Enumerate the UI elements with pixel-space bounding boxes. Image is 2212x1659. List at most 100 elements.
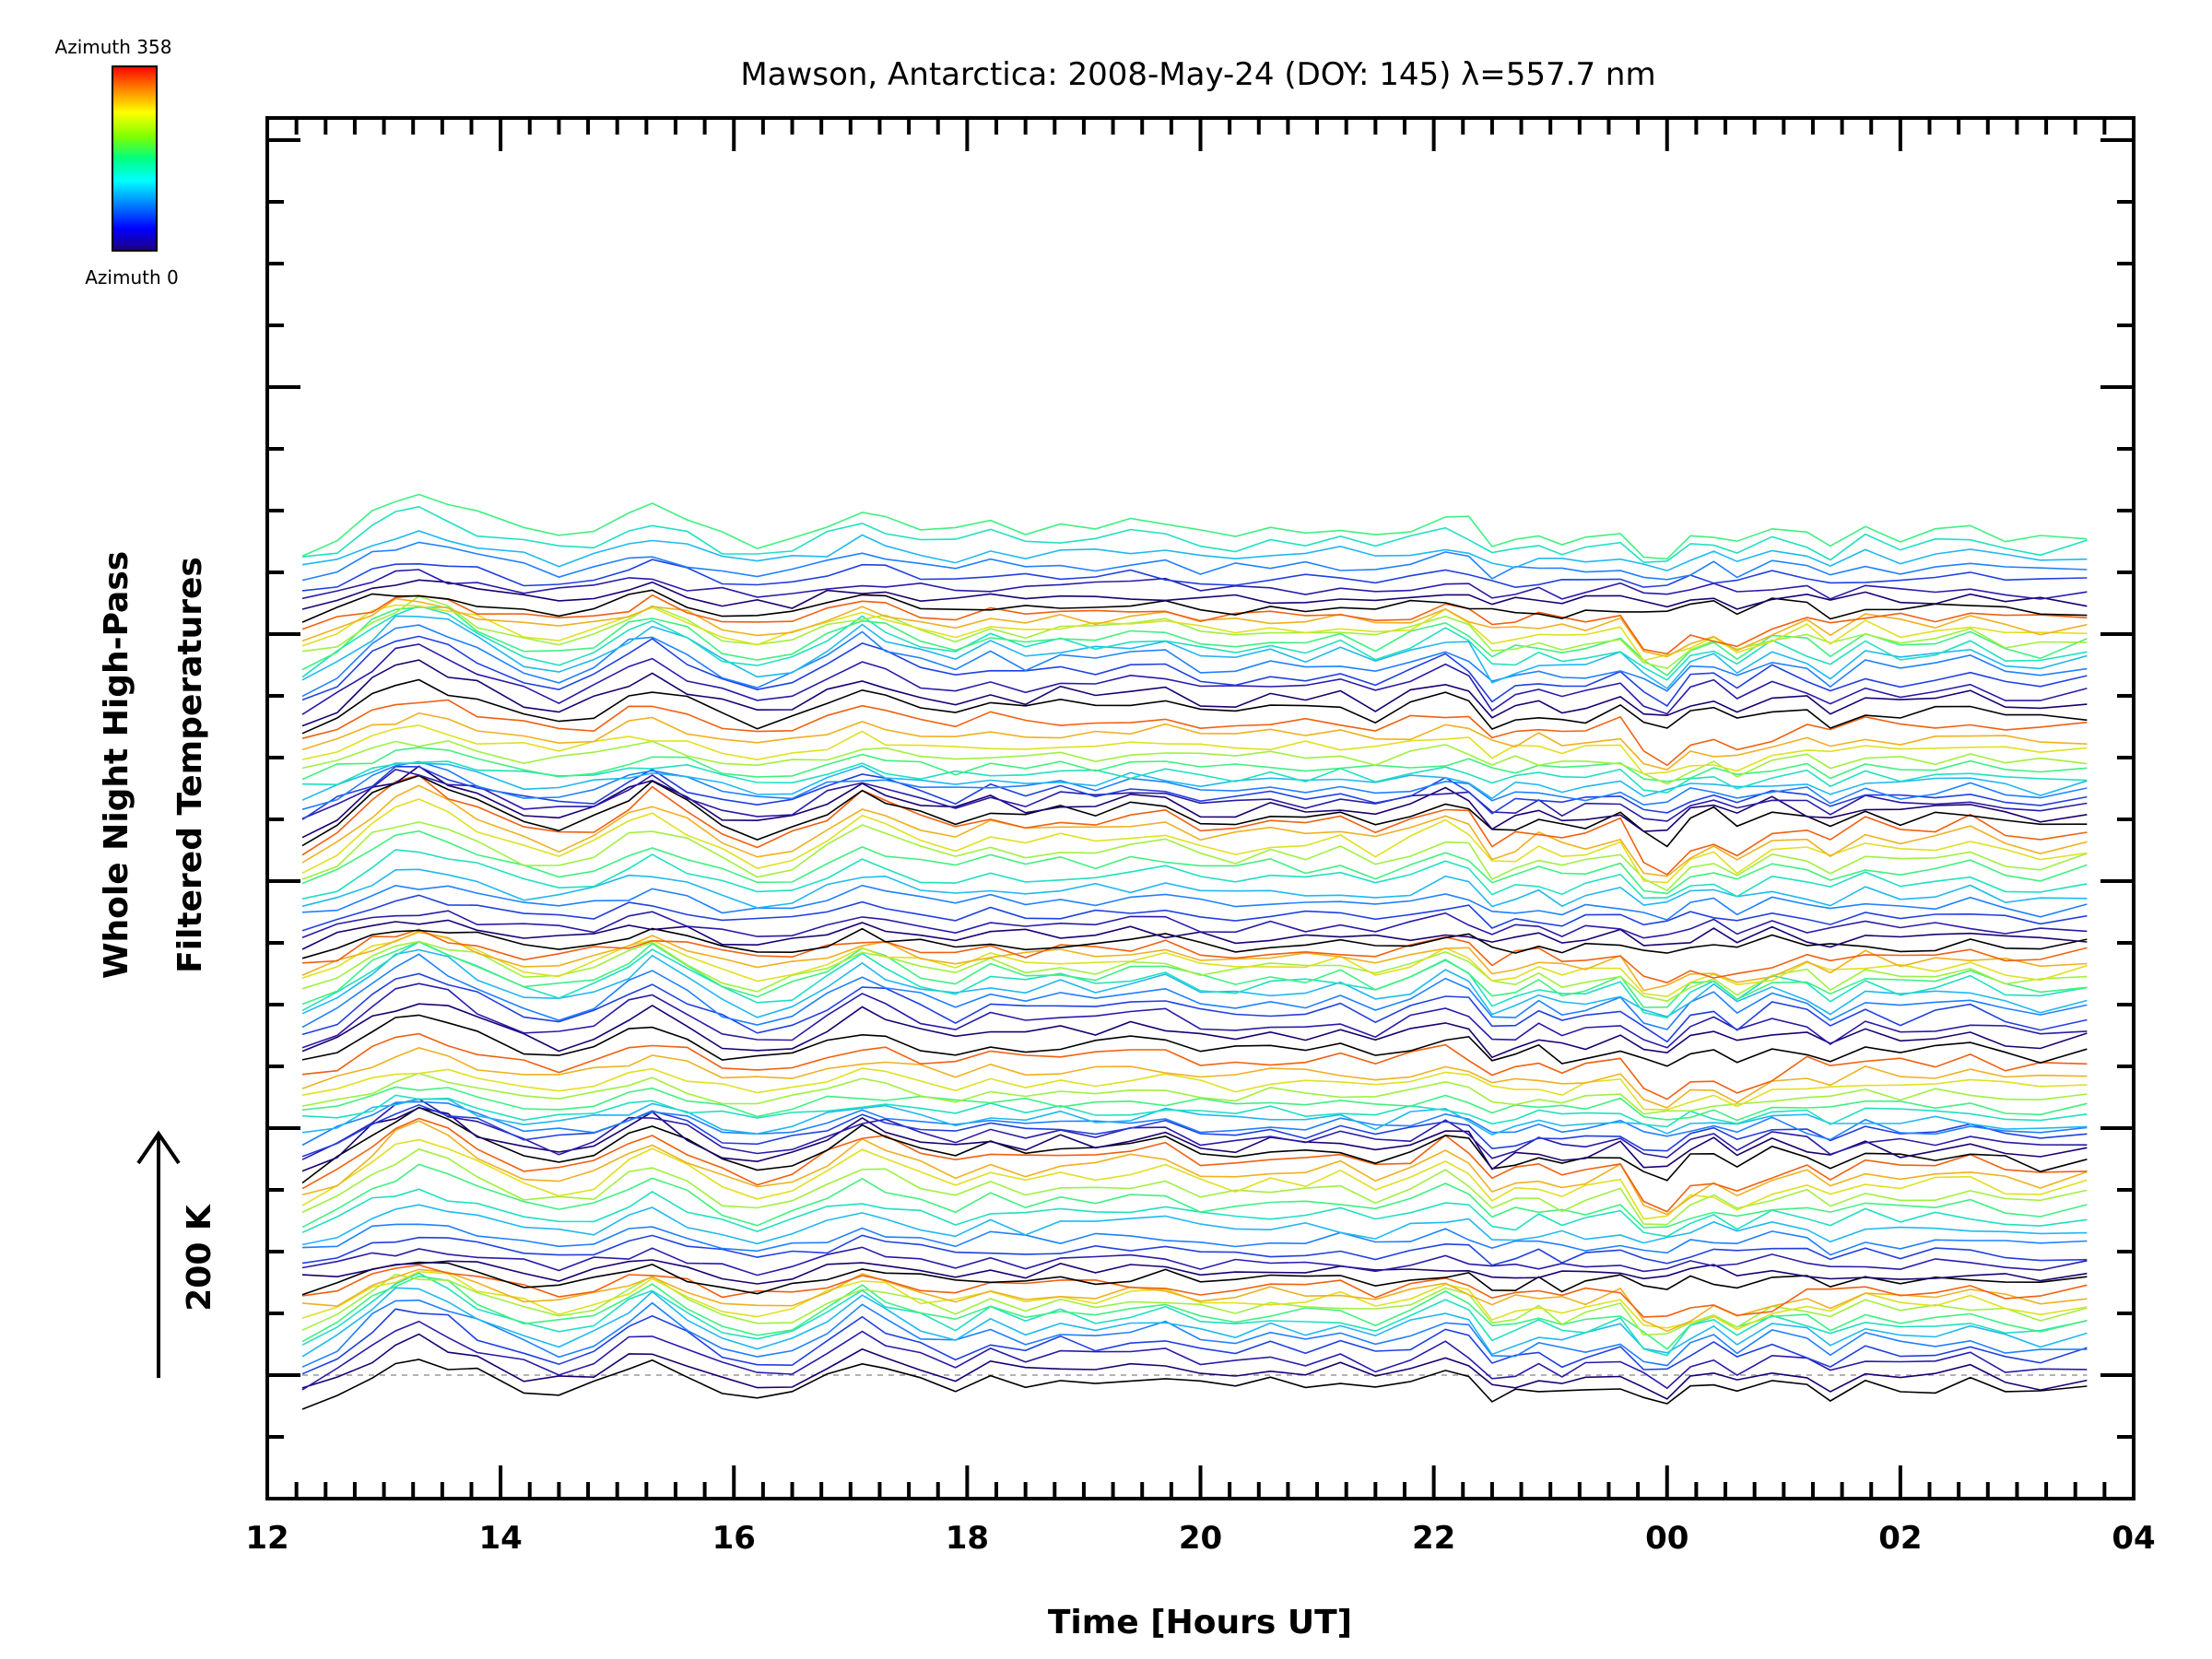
azimuth-trace	[301, 894, 2088, 932]
azimuth-trace	[301, 821, 2088, 892]
x-tick-label: 22	[1412, 1520, 1455, 1557]
x-tick-label: 14	[478, 1520, 522, 1557]
azimuth-trace	[301, 712, 2088, 771]
azimuth-trace	[301, 1094, 2088, 1128]
azimuth-trace	[301, 1086, 2088, 1122]
colorbar-bottom-label: Azimuth 0	[85, 266, 179, 288]
azimuth-trace	[301, 493, 2088, 560]
y-axis-label-line2: Filtered Temperatures	[171, 557, 209, 973]
azimuth-trace	[301, 1259, 2088, 1285]
azimuth-trace	[301, 1106, 2088, 1184]
azimuth-trace	[301, 1047, 2088, 1109]
azimuth-trace	[301, 1100, 2088, 1147]
trace-group	[301, 493, 2088, 1410]
azimuth-trace	[301, 699, 2088, 767]
azimuth-trace	[301, 589, 2088, 623]
azimuth-trace	[301, 659, 2088, 727]
azimuth-trace	[301, 948, 2088, 1018]
azimuth-trace	[301, 597, 2088, 658]
azimuth-trace	[301, 505, 2088, 564]
azimuth-trace	[301, 579, 2088, 610]
x-tick-labels: 12 14 16 18 20 22 00 02 04	[245, 1520, 2155, 1557]
azimuth-trace	[301, 919, 2088, 950]
azimuth-trace	[301, 1014, 2088, 1067]
azimuth-trace	[301, 1275, 2088, 1350]
azimuth-trace	[301, 849, 2088, 900]
azimuth-trace	[301, 1032, 2088, 1100]
azimuth-trace	[301, 1147, 2088, 1226]
azimuth-trace	[301, 1308, 2088, 1375]
azimuth-trace	[301, 769, 2088, 822]
azimuth-trace	[301, 1287, 2088, 1358]
azimuth-trace	[301, 1107, 2088, 1172]
azimuth-trace	[301, 910, 2088, 939]
azimuth-trace	[301, 1163, 2088, 1229]
azimuth-trace	[301, 1359, 2088, 1410]
y-axis-label-line1: Whole Night High-Pass	[98, 551, 135, 979]
azimuth-trace	[301, 1188, 2088, 1238]
plot-frame	[265, 116, 2136, 1500]
chart-title: Mawson, Antarctica: 2008-May-24 (DOY: 14…	[740, 56, 1655, 93]
scale-arrow	[136, 1130, 181, 1378]
azimuth-trace	[301, 1333, 2088, 1400]
azimuth-trace	[301, 982, 2088, 1049]
x-axis-label: Time [Hours UT]	[1048, 1604, 1352, 1641]
azimuth-trace	[301, 678, 2088, 735]
x-tick-label: 12	[245, 1520, 288, 1557]
azimuth-trace	[301, 1117, 2088, 1213]
azimuth-trace	[301, 595, 2088, 669]
azimuth-trace	[301, 760, 2088, 810]
azimuth-trace	[301, 1234, 2088, 1266]
azimuth-trace	[301, 1264, 2088, 1318]
azimuth-trace	[301, 760, 2088, 794]
scale-label: 200 K	[181, 1204, 218, 1312]
azimuth-trace	[301, 615, 2088, 690]
azimuth-trace	[301, 940, 2088, 1008]
azimuth-trace	[301, 1299, 2088, 1368]
azimuth-trace	[301, 1120, 2088, 1216]
azimuth-trace	[301, 972, 2088, 1043]
azimuth-trace	[301, 1204, 2088, 1246]
azimuth-trace	[301, 1320, 2088, 1391]
azimuth-trace	[301, 559, 2088, 592]
azimuth-trace	[301, 724, 2088, 775]
azimuth-trace	[301, 1098, 2088, 1160]
azimuth-trace	[301, 635, 2088, 707]
azimuth-trace	[301, 1067, 2088, 1111]
azimuth-trace	[301, 1261, 2088, 1296]
azimuth-trace	[301, 1138, 2088, 1220]
azimuth-trace	[301, 1072, 2088, 1115]
azimuth-trace	[301, 739, 2088, 785]
azimuth-trace	[301, 868, 2088, 909]
azimuth-trace	[301, 884, 2088, 921]
azimuth-trace	[301, 1098, 2088, 1136]
azimuth-trace	[301, 1223, 2088, 1256]
azimuth-trace	[301, 594, 2088, 655]
x-tick-label: 18	[946, 1520, 989, 1557]
x-tick-label: 00	[1645, 1520, 1688, 1557]
azimuth-trace	[301, 784, 2088, 877]
azimuth-trace	[301, 1268, 2088, 1333]
azimuth-trace	[301, 941, 2088, 1019]
x-tick-label: 16	[712, 1520, 756, 1557]
azimuth-trace	[301, 953, 2088, 1030]
azimuth-trace	[301, 830, 2088, 895]
azimuth-trace	[301, 747, 2088, 782]
axis-ticks	[265, 118, 2136, 1499]
azimuth-trace	[301, 927, 2088, 959]
x-tick-label: 02	[1878, 1520, 1922, 1557]
colorbar-top-label: Azimuth 358	[55, 36, 172, 58]
azimuth-trace	[301, 1246, 2088, 1277]
azimuth-trace	[301, 604, 2088, 662]
azimuth-trace	[301, 762, 2088, 801]
azimuth-trace	[301, 774, 2088, 876]
azimuth-trace	[301, 931, 2088, 992]
azimuth-trace	[301, 1003, 2088, 1059]
azimuth-trace	[301, 1270, 2088, 1331]
azimuth-trace	[301, 798, 2088, 884]
azimuth-trace	[301, 774, 2088, 848]
x-tick-label: 20	[1179, 1520, 1222, 1557]
azimuth-trace	[301, 530, 2088, 572]
azimuth-trace	[301, 928, 2088, 984]
